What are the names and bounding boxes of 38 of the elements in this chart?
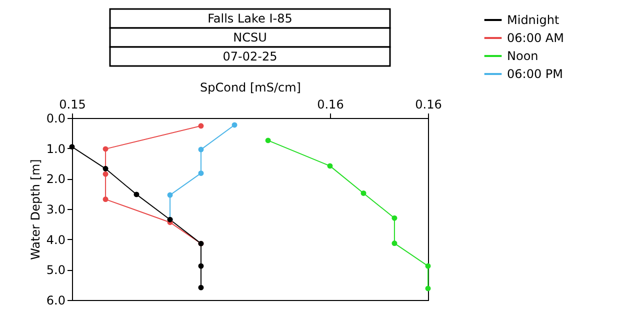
y-tick-label: 0.0	[46, 112, 66, 126]
point	[232, 122, 238, 128]
chart-subtitle: NCSU	[233, 30, 267, 44]
legend-label: Noon	[507, 49, 538, 63]
y-tick-label: 1.0	[46, 142, 66, 156]
text: 07-02-25	[222, 50, 278, 64]
point	[198, 263, 204, 269]
legend-label: 06:00 PM	[507, 67, 563, 81]
point	[102, 166, 108, 172]
point	[198, 146, 204, 152]
y-tick-label: 6.0	[46, 294, 66, 308]
point	[327, 163, 333, 169]
y-axis-title: Water Depth [m]	[28, 159, 42, 260]
point	[102, 196, 108, 202]
chart-title: Falls Lake I-85	[208, 12, 292, 26]
x-axis-title: SpCond [mS/cm]	[200, 80, 301, 94]
point	[102, 171, 108, 177]
point	[392, 215, 398, 221]
point	[265, 138, 271, 144]
point	[198, 170, 204, 176]
point	[425, 263, 431, 269]
point	[198, 284, 204, 290]
x-tick-label: 0.16	[317, 98, 344, 112]
point	[425, 286, 431, 292]
y-tick-label: 3.0	[46, 202, 66, 216]
y-tick-label: 5.0	[46, 263, 66, 278]
y-tick-label: 4.0	[46, 232, 66, 247]
x-tick-label: 0.15	[59, 98, 86, 112]
y-tick-label: 2.0	[46, 172, 66, 186]
point	[198, 123, 204, 129]
legend-label: 06:00 AM	[507, 31, 564, 45]
legend-label: Midnight	[507, 13, 560, 27]
point	[134, 192, 140, 198]
point	[392, 240, 398, 246]
x-tick-label: 0.16	[415, 98, 442, 112]
point	[360, 190, 366, 196]
point	[167, 192, 173, 198]
point	[102, 146, 108, 152]
